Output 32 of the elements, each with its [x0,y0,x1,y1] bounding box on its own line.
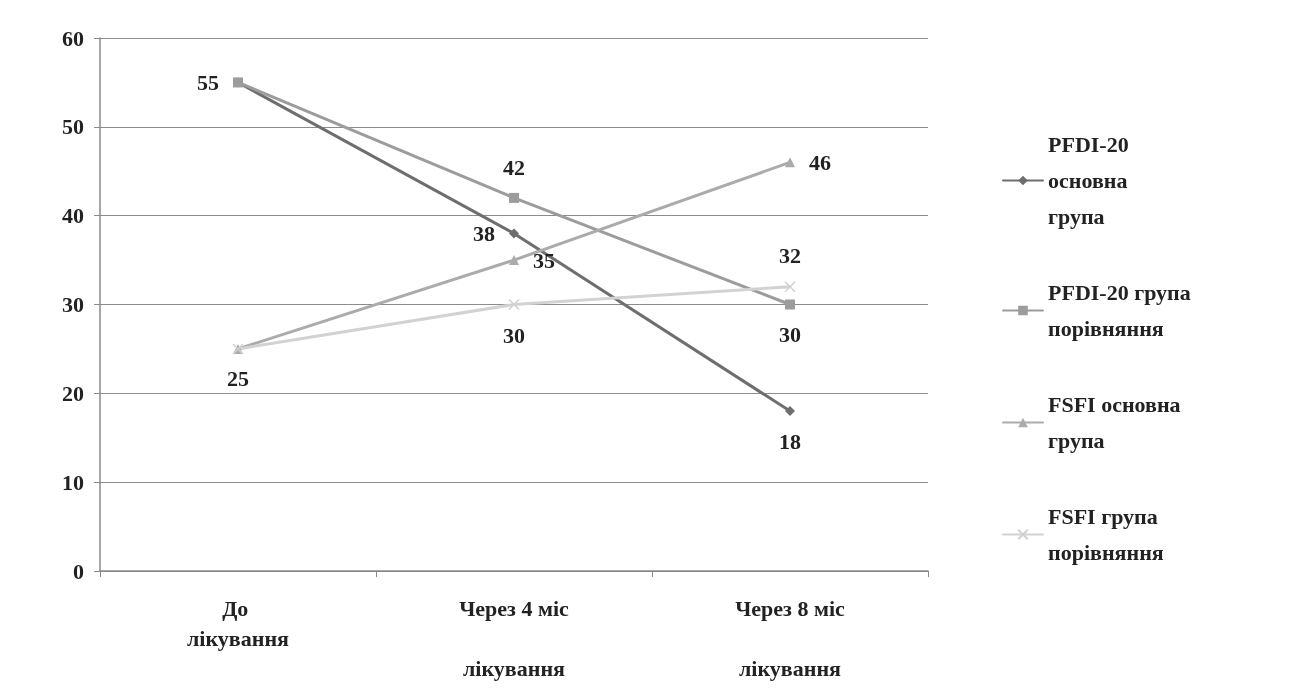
legend-label: PFDI-20 група порівняння [1048,280,1197,341]
data-label: 32 [779,243,801,269]
data-label: 18 [779,428,801,454]
legend-label: FSFI основна група [1048,392,1187,453]
data-label: 25 [227,366,249,392]
data-label: 55 [197,69,219,95]
y-tick-label: 20 [62,380,84,406]
y-tick-label: 50 [62,114,84,140]
data-label: 38 [473,220,495,246]
y-tick-label: 60 [62,25,84,51]
y-tick-label: 10 [62,469,84,495]
data-label: 30 [779,322,801,347]
category-label: Через 8 міс лікування [735,595,845,681]
legend-label: PFDI-20 основна група [1048,132,1135,229]
category-label: Через 4 міс лікування [459,595,569,681]
point [784,280,796,293]
point [509,192,519,203]
data-label: 30 [503,322,525,348]
point [508,298,520,311]
point [785,299,795,310]
point [785,157,795,168]
data-label: 42 [503,155,525,181]
x-tick-label: До лікування [187,595,290,651]
data-label: 46 [809,149,831,175]
y-tick-label: 40 [62,203,84,229]
legend-label: FSFI група порівняння [1048,504,1164,565]
point [785,406,795,417]
point [509,255,519,266]
y-tick-label: 30 [62,292,84,317]
y-tick-label: 0 [73,558,84,584]
data-label: 35 [533,247,555,273]
point [509,228,519,239]
